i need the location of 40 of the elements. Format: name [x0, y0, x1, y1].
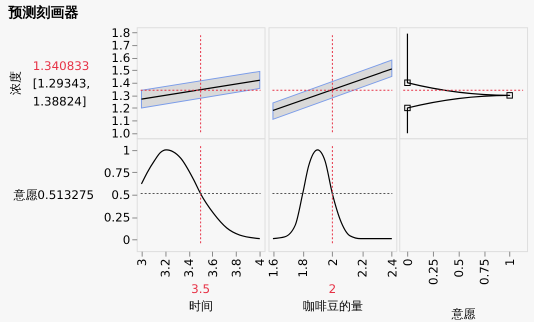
y-tick-label: 1.1	[111, 114, 130, 128]
y-tick-label: 0.25	[104, 210, 130, 225]
x-axis-title: 意愿	[450, 306, 476, 321]
y-tick-label: 1.8	[111, 26, 130, 40]
y-tick-label: 1.0	[111, 126, 130, 141]
x-tick-label: 1.6	[266, 258, 280, 278]
y-axis-title: 意愿0.513275	[12, 188, 94, 202]
x-tick-label: 0.75	[478, 258, 492, 286]
text: [1.29343, 1.38824]	[32, 76, 90, 109]
x-tick-label: 0.5	[452, 258, 466, 278]
y-tick-label: 1	[122, 143, 130, 158]
y-tick-label: 0.5	[111, 188, 130, 202]
x-axis-title: 咖啡豆的量	[302, 299, 363, 314]
ref-line-label: 1.340833	[32, 58, 90, 73]
x-tick-label: 0.25	[426, 258, 440, 286]
x-tick-label: 2	[326, 258, 340, 266]
x-tick-label: 3.6	[206, 258, 220, 278]
x-tick-label: 3.8	[230, 258, 244, 278]
ref-line-label: 3.5	[191, 282, 210, 296]
y-tick-label: 0	[122, 232, 130, 247]
ref-line-label: 2	[328, 282, 336, 296]
x-tick-label: 1	[503, 258, 518, 266]
x-tick-label: 3.2	[158, 258, 173, 278]
y-axis-title: 浓度	[8, 71, 22, 96]
x-tick-label: 0	[400, 258, 415, 266]
x-tick-label: 2.4	[385, 258, 400, 278]
y-tick-label: 1.4	[111, 76, 130, 90]
y-tick-label: 0.75	[104, 166, 130, 180]
chart-title: 预测刻画器	[7, 4, 78, 21]
y-tick-label: 1.7	[111, 38, 130, 52]
x-axis-title: 时间	[189, 299, 214, 314]
x-tick-label: 1.8	[296, 258, 310, 278]
x-tick-label: 3	[134, 258, 149, 266]
y-tick-label: 1.6	[111, 50, 130, 65]
x-tick-label: 2.2	[356, 258, 370, 278]
y-tick-label: 1.5	[111, 64, 130, 78]
y-tick-label: 1.2	[111, 101, 130, 116]
y-tick-label: 1.3	[111, 88, 130, 103]
x-tick-label: 3.4	[182, 258, 196, 278]
x-tick-label: 4	[253, 258, 268, 266]
